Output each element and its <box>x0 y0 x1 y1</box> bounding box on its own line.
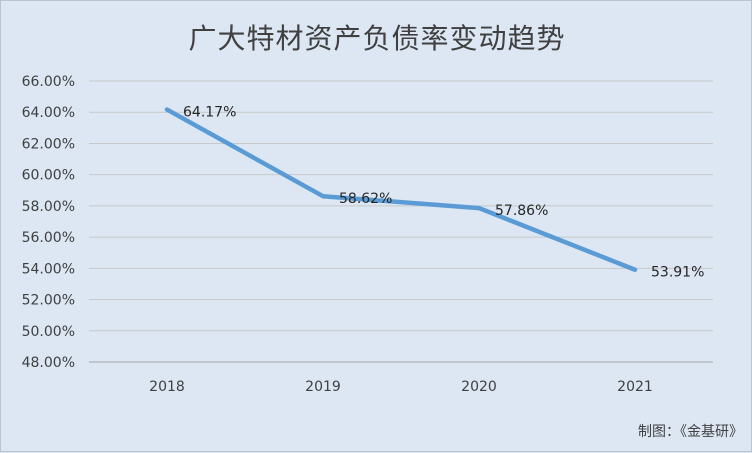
x-tick-label: 2021 <box>617 379 653 395</box>
y-tick-label: 52.00% <box>22 293 75 309</box>
data-label: 64.17% <box>183 105 236 121</box>
chart-title: 广大特材资产负债率变动趋势 <box>188 22 566 55</box>
series-line <box>164 107 638 272</box>
x-tick-label: 2018 <box>149 379 185 395</box>
y-tick-label: 48.00% <box>22 355 75 371</box>
data-label: 57.86% <box>495 203 548 219</box>
source-credit: 制图：《金基研》 <box>638 424 743 440</box>
y-tick-label: 64.00% <box>22 105 75 121</box>
y-tick-label: 58.00% <box>22 199 75 215</box>
y-tick-label: 50.00% <box>22 324 75 340</box>
y-tick-label: 56.00% <box>22 230 75 246</box>
x-tick-label: 2020 <box>461 379 497 395</box>
y-tick-label: 54.00% <box>22 261 75 277</box>
y-tick-label: 66.00% <box>22 74 75 90</box>
data-label: 53.91% <box>651 265 704 281</box>
y-tick-label: 60.00% <box>22 168 75 184</box>
data-label: 58.62% <box>339 191 392 207</box>
y-tick-label: 62.00% <box>22 136 75 152</box>
x-tick-label: 2019 <box>305 379 341 395</box>
